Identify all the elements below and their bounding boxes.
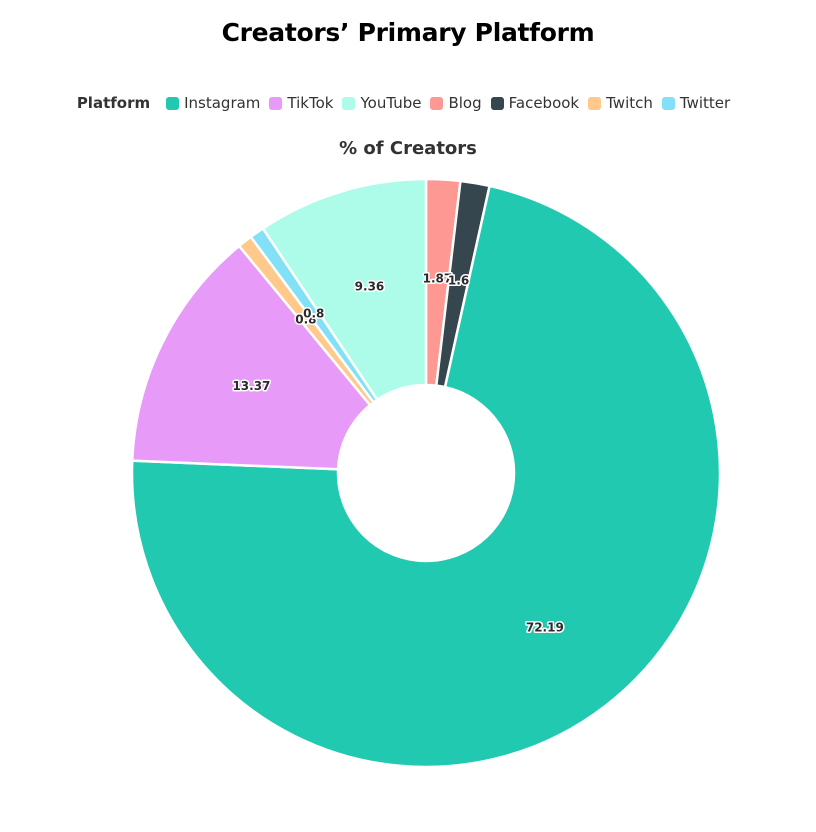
data-label-twitch: 0.8	[295, 312, 316, 326]
legend-swatch	[342, 96, 356, 110]
legend-title: Platform	[76, 94, 151, 112]
legend-swatch	[166, 96, 180, 110]
data-label-tiktok: 13.37	[232, 379, 270, 393]
legend-item-facebook[interactable]: Facebook	[490, 94, 580, 112]
chart-subtitle: % of Creators	[339, 138, 477, 159]
legend: Platform Instagram TikTok YouTube Blog F…	[0, 92, 816, 114]
chart-title: Creators’ Primary Platform	[221, 18, 595, 47]
legend-label: Blog	[448, 94, 482, 112]
legend-item-twitter[interactable]: Twitter	[661, 94, 731, 112]
legend-swatch	[661, 96, 675, 110]
legend-label: TikTok	[287, 94, 334, 112]
data-label-twitter: 0.8	[303, 307, 324, 321]
legend-item-instagram[interactable]: Instagram	[166, 94, 260, 112]
legend-swatch	[269, 96, 283, 110]
legend-swatch	[588, 96, 602, 110]
legend-item-blog[interactable]: Blog	[430, 94, 482, 112]
slice-instagram[interactable]	[130, 184, 722, 769]
legend-label: YouTube	[360, 94, 422, 112]
slice-tiktok[interactable]	[130, 244, 372, 471]
legend-item-tiktok[interactable]: TikTok	[269, 94, 333, 112]
legend-item-twitch[interactable]: Twitch	[588, 94, 653, 112]
legend-label: Facebook	[508, 94, 580, 112]
slice-youtube[interactable]	[261, 177, 428, 402]
data-label-youtube: 9.36	[355, 279, 385, 293]
legend-swatch	[430, 96, 444, 110]
legend-label: Twitch	[606, 94, 653, 112]
legend-item-youtube[interactable]: YouTube	[342, 94, 421, 112]
legend-label: Instagram	[184, 94, 261, 112]
data-label-facebook: 1.6	[448, 274, 469, 288]
data-label-blog: 1.87	[423, 271, 453, 285]
legend-label: Twitter	[679, 94, 731, 112]
data-label-instagram: 72.19	[526, 621, 564, 635]
legend-swatch	[490, 96, 504, 110]
